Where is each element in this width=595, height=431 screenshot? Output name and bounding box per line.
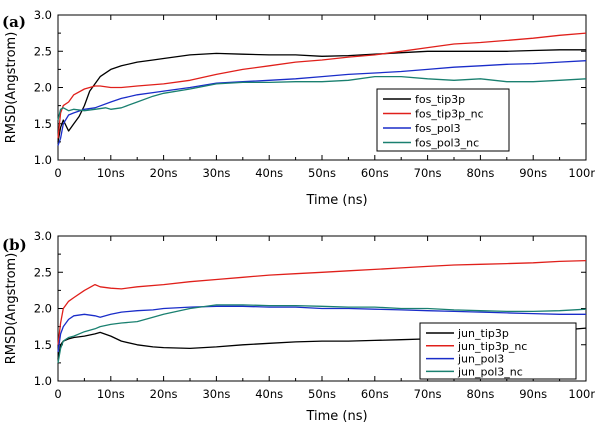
- legend-label: jun_pol3: [457, 353, 504, 366]
- panel-label: (b): [2, 236, 27, 254]
- x-tick-label: 30ns: [202, 166, 230, 180]
- x-tick-label: 40ns: [255, 387, 283, 401]
- y-tick-label: 1.5: [34, 117, 52, 131]
- y-tick-label: 3.0: [34, 229, 52, 243]
- chart-panel-1: (a) 0 10ns 20ns 30ns 40ns 50ns 60ns 70ns 80ns 90ns…: [2, 8, 595, 208]
- series-line-jun-pol3-nc: [57, 304, 587, 364]
- legend-label: jun_pol3_nc: [457, 365, 523, 378]
- x-tick-label: 40ns: [255, 166, 283, 180]
- y-tick-label: 2.0: [34, 302, 52, 316]
- x-tick-label: 10ns: [97, 166, 125, 180]
- series-line-fos-tip3p: [57, 49, 586, 143]
- series-line-fos-pol3-nc: [57, 75, 587, 121]
- series-line-jun-pol3: [57, 305, 586, 353]
- x-tick-label: 60ns: [361, 166, 389, 180]
- x-tick-label: 30ns: [202, 387, 230, 401]
- x-tick-label: 80ns: [466, 387, 494, 401]
- chart-panel-2: (b) 0 10ns 20ns 30ns 40ns 50ns 60ns 70ns 80ns 90ns…: [2, 229, 595, 424]
- x-tick-label: 70ns: [414, 166, 442, 180]
- x-tick-label: 90ns: [519, 387, 547, 401]
- x-tick-label: 20ns: [150, 166, 178, 180]
- legend-label: fos_pol3_nc: [415, 137, 479, 150]
- legend-label: fos_pol3: [415, 122, 461, 135]
- x-tick-label: 50ns: [308, 387, 336, 401]
- legend-label: jun_tip3p: [457, 327, 509, 340]
- y-axis-title: RMSD(Angstrom): [4, 253, 19, 365]
- x-tick-label: 90ns: [519, 166, 547, 180]
- x-axis-title: Time (ns): [305, 409, 367, 424]
- y-axis-title: RMSD(Angstrom): [4, 32, 19, 144]
- x-tick-label: 20ns: [150, 387, 178, 401]
- y-tick-label: 3.0: [34, 8, 52, 22]
- series-line-jun-tip3p-nc: [57, 259, 587, 345]
- legend-label: jun_tip3p_nc: [457, 340, 527, 353]
- legend-label: fos_tip3p: [415, 93, 465, 106]
- x-tick-label: 0: [54, 166, 61, 180]
- x-axis-title: Time (ns): [305, 193, 367, 208]
- x-tick-label: 100ns: [568, 387, 595, 401]
- y-tick-label: 1.0: [34, 374, 52, 388]
- panel-label: (a): [2, 13, 26, 31]
- x-tick-label: 80ns: [466, 166, 494, 180]
- legend-label: fos_tip3p_nc: [415, 108, 484, 121]
- x-tick-label: 100ns: [568, 166, 595, 180]
- y-tick-label: 1.5: [34, 338, 52, 352]
- series-line-fos-pol3: [57, 60, 587, 146]
- y-tick-label: 1.0: [34, 153, 52, 167]
- x-tick-label: 60ns: [361, 387, 389, 401]
- y-tick-label: 2.5: [34, 44, 52, 58]
- legend-box: [419, 322, 577, 380]
- x-tick-label: 0: [54, 387, 61, 401]
- series-line-fos-tip3p-nc: [57, 32, 587, 139]
- y-tick-label: 2.0: [34, 81, 52, 95]
- x-tick-label: 70ns: [414, 387, 442, 401]
- x-tick-label: 50ns: [308, 166, 336, 180]
- y-tick-label: 2.5: [34, 265, 52, 279]
- x-tick-label: 10ns: [97, 387, 125, 401]
